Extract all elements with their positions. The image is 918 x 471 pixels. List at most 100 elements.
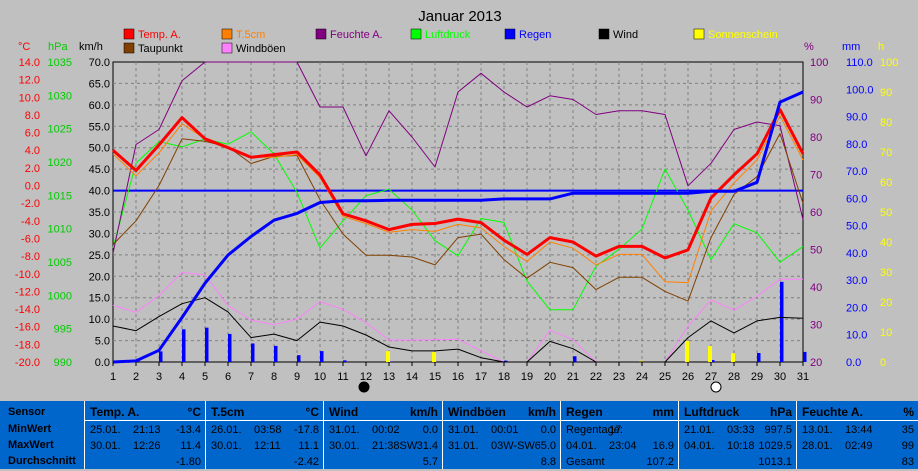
x-tick-label: 2 [133,371,139,383]
stats-max-row: 28.01. 02:49 99 [797,439,918,455]
stats-column-unit: °C [305,405,319,419]
axis-labels: 14.012.010.08.06.04.02.00.0-2.0-4.0-6.0-… [15,41,898,383]
stats-time: 03W-SW [491,440,535,452]
kmh-axis-unit: km/h [79,41,103,53]
stats-time: 21:13 [133,424,161,436]
stats-column-name: T.5cm [211,405,245,419]
stats-max-row: 30.01. 12:11 11.1 [206,439,324,455]
kmh-tick-label: 25.0 [89,250,110,262]
stats-time: 13:44 [845,424,873,436]
pct-tick-label: 40 [810,282,822,294]
h-tick-label: 30 [880,267,892,279]
hpa-tick-label: 1025 [48,124,72,136]
stats-date: 30.01. [90,440,121,452]
temp-tick-label: 4.0 [25,145,40,157]
sunshine-bar [708,346,712,362]
x-tick-label: 20 [544,371,556,383]
stats-date: 26.01. [211,424,242,436]
sunshine-bar [432,352,436,362]
hpa-tick-label: 1005 [48,257,72,269]
stats-column-unit: km/h [409,405,438,419]
x-tick-label: 27 [705,371,717,383]
stats-time: 17 [609,424,622,436]
x-tick-label: 15 [429,371,441,383]
stats-min-row: 21.01. 03:33 997.5 [679,423,797,439]
stats-value: 11.1 [298,440,319,452]
stats-value: 5.7 [422,456,438,468]
temp-tick-label: 10.0 [19,92,40,104]
x-tick-label: 17 [475,371,487,383]
legend-label: Luftdruck [425,29,471,41]
stats-time: 03:58 [254,424,282,436]
x-tick-label: 24 [636,371,648,383]
stats-value: 83 [901,456,914,468]
x-tick-label: 30 [774,371,786,383]
pct-tick-label: 100 [810,57,828,69]
stats-max-row: 31.01. 03W-SW 65.0 [443,439,561,455]
legend-label: T.5cm [236,29,265,41]
x-tick-label: 13 [383,371,395,383]
stats-value: -1.80 [175,456,201,468]
kmh-tick-label: 70.0 [89,57,110,69]
legend-swatch [410,28,422,40]
mm-tick-label: 20.0 [846,302,867,314]
weather-chart: Januar 2013 Temp. A. T.5cm Feuchte A. Luftd… [15,8,898,393]
stats-max-row: 30.01. 21:38SW 31.4 [324,439,443,455]
rain-bar [343,360,347,362]
stats-value: 0.0 [540,424,556,436]
pct-tick-label: 50 [810,245,822,257]
rain-bar [573,356,577,362]
stats-avg-row: -2.42 [206,455,324,471]
hpa-tick-label: 995 [54,324,72,336]
series-line-windb-en [112,271,803,363]
rain-bar [297,355,301,362]
stats-sensor-title: Sensor [8,406,46,418]
mm-tick-label: 40.0 [846,248,867,260]
stats-avg-row: -1.80 [85,455,206,471]
stats-column-unit: km/h [527,405,556,419]
temp-tick-label: 8.0 [25,110,40,122]
rain-bar [274,345,278,362]
h-tick-label: 80 [880,117,892,129]
stats-min-row: 31.01. 00:02 0.0 [324,423,443,439]
h-tick-label: 10 [880,327,892,339]
x-tick-label: 23 [613,371,625,383]
rain-bar [711,360,715,362]
legend-label: Feuchte A. [330,29,383,41]
temp-tick-label: -18.0 [15,339,40,351]
rain-bar [251,343,255,362]
stats-max-row: 04.01. 10:18 1029.5 [679,439,797,455]
ticks [112,362,804,366]
temp-tick-label: -8.0 [21,251,40,263]
kmh-tick-label: 50.0 [89,143,110,155]
h-tick-label: 70 [880,147,892,159]
stats-value: 99 [901,440,914,452]
stats-column: Luftdruck hPa 21.01. 03:33 997.5 04.01. 10:18 1… [678,401,797,469]
pct-tick-label: 60 [810,207,822,219]
kmh-tick-label: 55.0 [89,121,110,133]
stats-time: 00:02 [372,424,400,436]
stats-column-name: Temp. A. [90,405,140,419]
h-tick-label: 90 [880,87,892,99]
stats-column-unit: mm [652,405,674,419]
stats-column-name: Luftdruck [684,405,740,419]
stats-avg-label: Durchschnitt [8,455,76,467]
h-tick-label: 100 [880,57,898,69]
stats-column: Windböen km/h 31.01. 00:01 0.0 31.01. 03W-SW 65… [442,401,561,469]
rain-bar [757,353,761,362]
stats-column-header: Windböen km/h [443,401,561,421]
stats-column-header: Regen mm [561,401,679,421]
stats-time: 10:18 [727,440,755,452]
stats-column-name: Feuchte A. [802,405,863,419]
stats-time: 02:49 [845,440,873,452]
h-tick-label: 0 [880,357,886,369]
stats-date: Regentage: [566,424,623,436]
temp-tick-label: -12.0 [15,286,40,298]
kmh-tick-label: 65.0 [89,78,110,90]
series-line-temp-a- [112,108,805,260]
stats-time: 23:04 [609,440,637,452]
stats-column-unit: °C [187,405,201,419]
legend-swatch [221,42,233,54]
x-tick-label: 5 [202,371,208,383]
sunshine-bar [685,341,689,362]
